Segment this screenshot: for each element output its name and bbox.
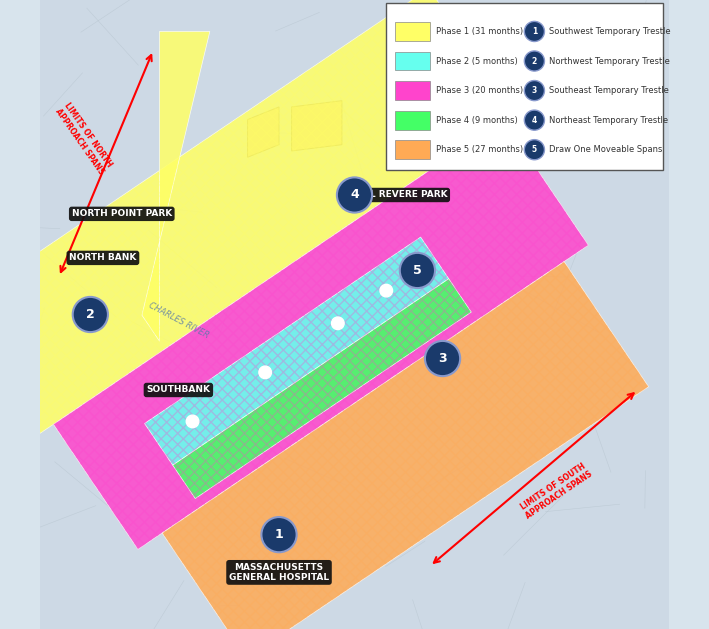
Circle shape bbox=[525, 21, 545, 42]
Polygon shape bbox=[173, 279, 471, 499]
Circle shape bbox=[525, 81, 545, 101]
Circle shape bbox=[400, 253, 435, 288]
Text: Southwest Temporary Trestle: Southwest Temporary Trestle bbox=[549, 27, 671, 36]
Text: 2: 2 bbox=[86, 308, 95, 321]
Circle shape bbox=[332, 317, 344, 330]
Polygon shape bbox=[291, 101, 342, 151]
Text: Phase 4 (9 months): Phase 4 (9 months) bbox=[436, 116, 518, 125]
Circle shape bbox=[525, 140, 545, 160]
Circle shape bbox=[259, 366, 272, 379]
Bar bbox=[396, 22, 430, 41]
Text: MASSACHUSETTS
GENERAL HOSPITAL: MASSACHUSETTS GENERAL HOSPITAL bbox=[229, 563, 329, 582]
Text: Northeast Temporary Trestle: Northeast Temporary Trestle bbox=[549, 116, 669, 125]
Text: 3: 3 bbox=[438, 352, 447, 365]
Circle shape bbox=[337, 177, 372, 213]
Polygon shape bbox=[162, 262, 649, 629]
Circle shape bbox=[425, 341, 460, 376]
Circle shape bbox=[73, 297, 108, 332]
Text: CHARLES RIVER: CHARLES RIVER bbox=[147, 301, 210, 340]
Text: 4: 4 bbox=[350, 189, 359, 201]
Text: 2: 2 bbox=[532, 57, 537, 65]
Text: Draw One Moveable Spans: Draw One Moveable Spans bbox=[549, 145, 663, 154]
Circle shape bbox=[380, 284, 393, 297]
Text: PAUL REVERE PARK: PAUL REVERE PARK bbox=[350, 191, 447, 199]
Text: 1: 1 bbox=[532, 27, 537, 36]
Circle shape bbox=[262, 517, 296, 552]
Bar bbox=[396, 81, 430, 100]
Text: LIMITS OF SOUTH
APPROACH SPANS: LIMITS OF SOUTH APPROACH SPANS bbox=[518, 460, 593, 521]
FancyBboxPatch shape bbox=[386, 3, 663, 170]
Bar bbox=[396, 140, 430, 159]
Text: Phase 1 (31 months): Phase 1 (31 months) bbox=[436, 27, 523, 36]
Polygon shape bbox=[0, 0, 513, 441]
Circle shape bbox=[525, 51, 545, 71]
Text: 3: 3 bbox=[532, 86, 537, 95]
Bar bbox=[396, 111, 430, 130]
Text: NORTH POINT PARK: NORTH POINT PARK bbox=[72, 209, 172, 218]
Circle shape bbox=[186, 415, 199, 428]
Text: Southeast Temporary Trestle: Southeast Temporary Trestle bbox=[549, 86, 669, 95]
Polygon shape bbox=[247, 107, 279, 157]
Text: 5: 5 bbox=[413, 264, 422, 277]
Text: LIMITS OF NORTH
APPROACH SPANS: LIMITS OF NORTH APPROACH SPANS bbox=[54, 101, 114, 176]
Polygon shape bbox=[145, 237, 449, 465]
Text: SOUTHBANK: SOUTHBANK bbox=[146, 386, 211, 394]
Text: 1: 1 bbox=[274, 528, 284, 541]
Polygon shape bbox=[142, 31, 210, 342]
Text: Phase 2 (5 months): Phase 2 (5 months) bbox=[436, 57, 518, 65]
Text: NORTH BANK: NORTH BANK bbox=[69, 253, 137, 262]
Text: Phase 3 (20 months): Phase 3 (20 months) bbox=[436, 86, 523, 95]
Polygon shape bbox=[53, 120, 588, 549]
Text: Phase 5 (27 months): Phase 5 (27 months) bbox=[436, 145, 523, 154]
Text: 5: 5 bbox=[532, 145, 537, 154]
Text: 4: 4 bbox=[532, 116, 537, 125]
Text: Northwest Temporary Trestle: Northwest Temporary Trestle bbox=[549, 57, 671, 65]
Bar bbox=[396, 52, 430, 70]
Circle shape bbox=[525, 110, 545, 130]
